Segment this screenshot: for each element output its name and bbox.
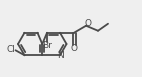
Text: N: N [57,51,63,60]
Text: O: O [71,44,78,53]
Text: O: O [84,19,91,28]
Text: Cl: Cl [6,45,15,54]
Text: Br: Br [42,41,52,50]
